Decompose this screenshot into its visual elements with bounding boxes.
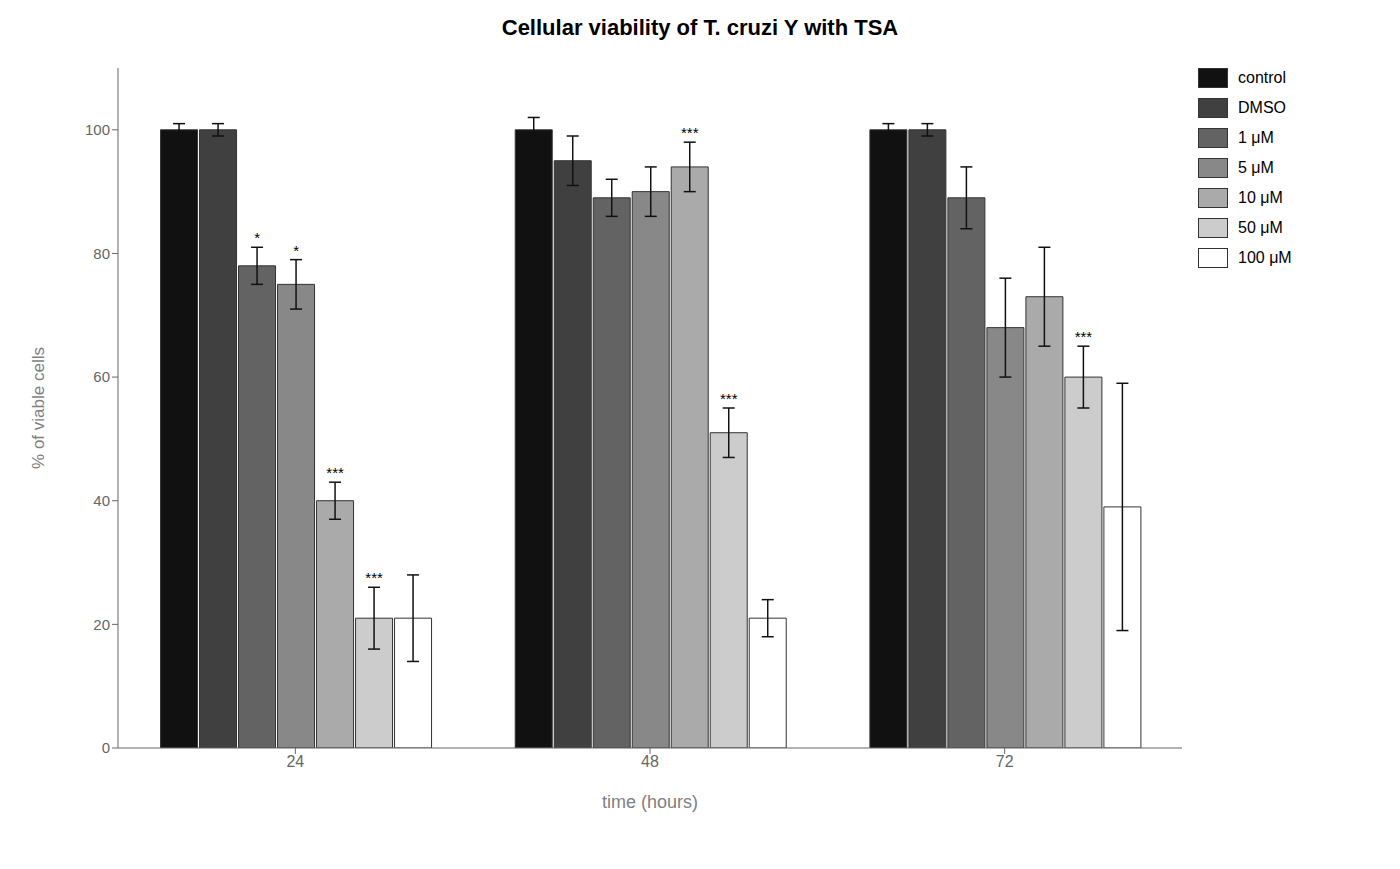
svg-text:time (hours): time (hours) [602,792,698,812]
svg-text:80: 80 [93,245,110,262]
svg-text:***: *** [681,124,699,141]
svg-text:20: 20 [93,616,110,633]
svg-text:***: *** [720,390,738,407]
svg-text:40: 40 [93,492,110,509]
html-text:5 μM: 5 μM [1238,159,1274,176]
svg-text:100: 100 [85,121,110,138]
svg-text:24: 24 [286,753,304,770]
html-text:50 μM: 50 μM [1238,219,1283,236]
svg-text:*: * [293,242,299,259]
html-text:DMSO: DMSO [1238,99,1286,116]
svg-text:***: *** [326,464,344,481]
svg-text:***: *** [365,569,383,586]
html-text:Cellular viability of T. cruzi: Cellular viability of T. cruzi Y with TS… [501,15,899,40]
svg-text:***: *** [1075,328,1093,345]
html-text:100 μM: 100 μM [1238,249,1292,266]
svg-text:60: 60 [93,368,110,385]
html-text:1 μM: 1 μM [1238,129,1274,146]
svg-text:% of viable cells: % of viable cells [29,347,48,469]
html-text:10 μM: 10 μM [1238,189,1283,206]
html-text:control: control [1238,69,1286,86]
svg-text:0: 0 [102,739,110,756]
svg-text:*: * [254,229,260,246]
svg-text:72: 72 [996,753,1014,770]
svg-text:48: 48 [641,753,659,770]
